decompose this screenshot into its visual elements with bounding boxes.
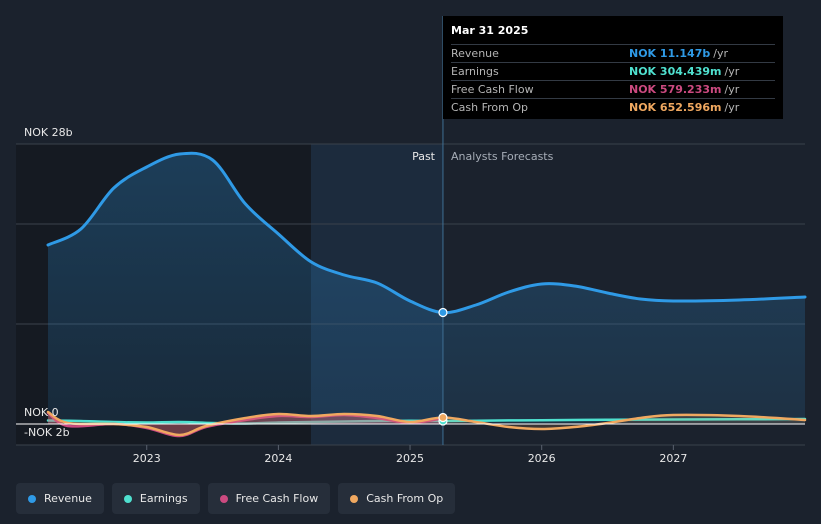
x-tick-label: 2027 (659, 452, 687, 465)
legend-label: Cash From Op (366, 492, 444, 505)
tooltip-value: NOK 304.439m (629, 65, 722, 78)
legend-dot-icon (219, 494, 228, 503)
x-axis-ticks: 2023 2024 2025 2026 2027 (133, 445, 687, 465)
past-label: Past (412, 150, 436, 163)
x-tick-label: 2026 (528, 452, 556, 465)
y-bottom-label: -NOK 2b (24, 426, 70, 439)
legend-label: Earnings (139, 492, 188, 505)
tooltip-label: Earnings (451, 65, 499, 78)
legend-dot-icon (350, 494, 359, 503)
tooltip-label: Cash From Op (451, 101, 529, 114)
revenue-marker (438, 307, 448, 318)
tooltip-label: Free Cash Flow (451, 83, 534, 96)
tooltip-unit: /yr (724, 83, 740, 96)
tooltip-value: NOK 11.147b (629, 47, 711, 60)
tooltip-unit: /yr (724, 101, 740, 114)
revenue-area (48, 153, 805, 424)
cash-from-op-line (46, 410, 807, 437)
legend-item-free-cash-flow[interactable]: Free Cash Flow (207, 483, 331, 514)
tooltip-value: NOK 652.596m (629, 101, 722, 114)
legend-label: Revenue (44, 492, 92, 505)
y-zero-label: NOK 0 (24, 406, 59, 419)
legend-item-cash-from-op[interactable]: Cash From Op (338, 483, 456, 514)
legend-dot-icon (28, 494, 36, 503)
revenue-line (46, 151, 807, 315)
tooltip-unit: /yr (713, 47, 728, 60)
tooltip-unit: /yr (724, 65, 740, 78)
legend-item-earnings[interactable]: Earnings (111, 483, 200, 514)
y-top-label: NOK 28b (24, 126, 73, 139)
chart-legend: Revenue Earnings Free Cash Flow Cash Fro… (16, 483, 456, 514)
forecast-label: Analysts Forecasts (451, 150, 554, 163)
tooltip-label: Revenue (451, 47, 499, 60)
tooltip-row-free-cash-flow: Free Cash Flow NOK 579.233m /yr (451, 80, 775, 98)
tooltip-row-cash-from-op: Cash From Op NOK 652.596m /yr (451, 98, 775, 116)
cash-from-op-marker (438, 412, 448, 423)
legend-label: Free Cash Flow (235, 492, 319, 505)
tooltip-row-revenue: Revenue NOK 11.147b /yr (451, 44, 775, 62)
x-tick-label: 2023 (133, 452, 161, 465)
data-tooltip: Mar 31 2025 Revenue NOK 11.147b /yr Earn… (443, 16, 783, 119)
marker-layer (438, 307, 448, 426)
earnings-line (46, 417, 807, 425)
free-cash-flow-area (48, 413, 443, 437)
tooltip-value: NOK 579.233m (629, 83, 722, 96)
tooltip-date: Mar 31 2025 (451, 24, 529, 37)
legend-dot-icon (123, 494, 132, 503)
tooltip-row-earnings: Earnings NOK 304.439m /yr (451, 62, 775, 80)
x-tick-label: 2025 (396, 452, 424, 465)
legend-item-revenue[interactable]: Revenue (16, 483, 104, 514)
x-tick-label: 2024 (264, 452, 292, 465)
